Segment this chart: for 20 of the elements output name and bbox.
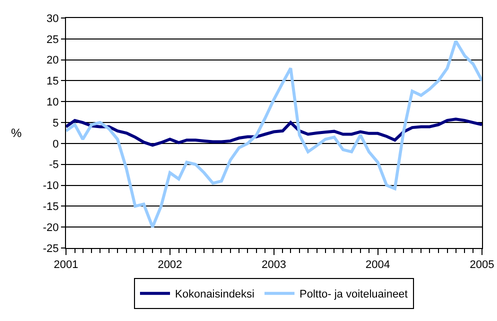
y-tick-label: 20 [46, 54, 59, 67]
x-tick-label: 2001 [54, 259, 78, 272]
y-tick-label: -15 [42, 201, 59, 214]
x-tick-label: 2005 [470, 259, 494, 272]
y-tick-label: -10 [42, 180, 59, 192]
x-tick-label: 2002 [158, 259, 182, 272]
y-tick-label: 30 [46, 12, 59, 25]
y-tick-label: 25 [46, 34, 59, 46]
legend-label: Poltto- ja voiteluaineet [300, 288, 408, 301]
y-tick-label: -20 [42, 222, 59, 234]
y-tick-label: 15 [46, 76, 59, 88]
y-tick-label: 0 [52, 138, 59, 150]
y-axis-title: % [11, 126, 22, 140]
x-tick-label: 2003 [262, 259, 286, 272]
y-tick-label: -25 [42, 242, 59, 255]
y-tick-label: 10 [46, 96, 59, 108]
legend-label: Kokonaisindeksi [175, 288, 254, 301]
y-tick-label: -5 [49, 159, 59, 172]
x-tick-label: 2004 [366, 259, 390, 272]
y-tick-label: 5 [52, 117, 59, 130]
